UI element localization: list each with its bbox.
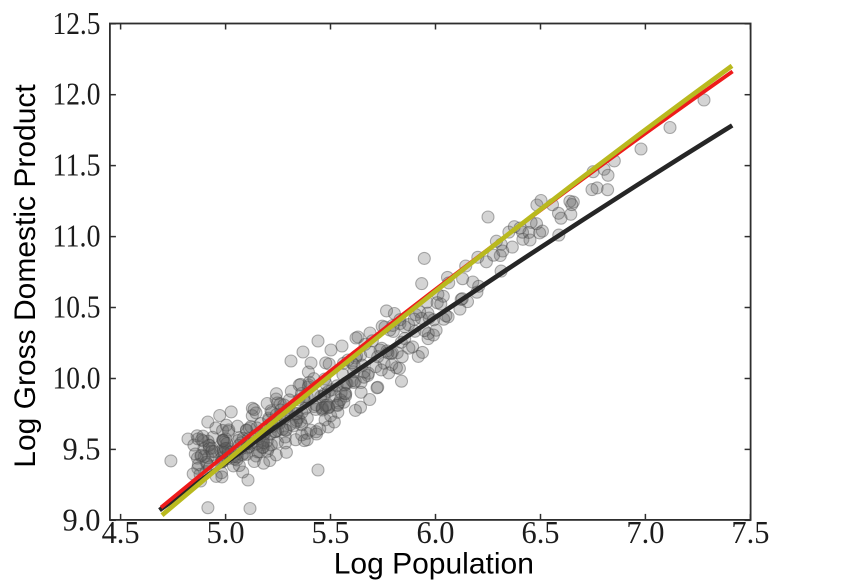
svg-text:11.5: 11.5	[53, 147, 101, 183]
svg-text:7.0: 7.0	[626, 514, 664, 550]
svg-text:9.0: 9.0	[63, 501, 101, 537]
svg-text:10.5: 10.5	[53, 289, 101, 325]
svg-text:Log Gross Domestic Product: Log Gross Domestic Product	[9, 84, 42, 468]
svg-text:Log Population: Log Population	[334, 548, 534, 581]
svg-text:5.0: 5.0	[207, 514, 245, 550]
svg-text:11.0: 11.0	[53, 218, 101, 254]
svg-text:4.5: 4.5	[102, 514, 140, 550]
svg-text:10.0: 10.0	[53, 360, 101, 396]
svg-text:9.5: 9.5	[63, 430, 101, 466]
svg-text:5.5: 5.5	[312, 514, 350, 550]
svg-text:7.5: 7.5	[731, 514, 769, 550]
svg-text:12.0: 12.0	[53, 76, 101, 112]
svg-text:6.5: 6.5	[522, 514, 560, 550]
svg-text:6.0: 6.0	[417, 514, 455, 550]
svg-text:12.5: 12.5	[53, 5, 101, 41]
